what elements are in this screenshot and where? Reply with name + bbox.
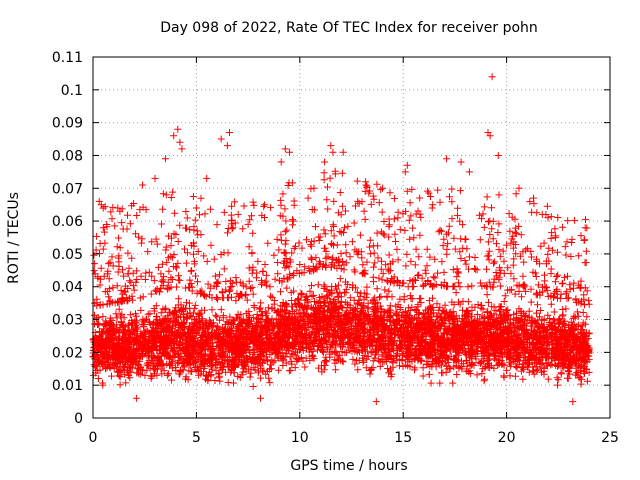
x-tick-label: 15 [394,430,412,446]
x-axis-label: GPS time / hours [290,458,407,474]
x-tick-label: 10 [291,430,309,446]
plot-frame [92,56,611,419]
y-tick-label: 0.06 [52,214,83,230]
x-tick-label: 5 [192,430,201,446]
x-tick-label: 25 [601,430,619,446]
data-points [89,73,593,406]
chart-title: Day 098 of 2022, Rate Of TEC Index for r… [160,20,538,36]
y-tick-label: 0.09 [52,116,83,132]
y-tick-label: 0.01 [52,378,83,394]
roti-series-points [89,73,593,406]
x-tick-label: 0 [89,430,98,446]
y-tick-label: 0 [74,411,83,427]
y-tick-label: 0.03 [52,313,83,329]
x-tick-label: 20 [498,430,516,446]
y-tick-label: 0.07 [52,181,83,197]
y-tick-label: 0.04 [52,280,83,296]
y-tick-label: 0.1 [61,83,83,99]
y-tick-label: 0.02 [52,345,83,361]
y-tick-label: 0.11 [52,50,83,66]
y-tick-label: 0.05 [52,247,83,263]
y-axis-label: ROTI / TECUs [6,192,22,284]
axis-ticks: 0 5 10 15 20 25 0 0.01 0.02 0.03 0.04 0.05 0.06 0.07 0… [52,50,619,446]
y-tick-label: 0.08 [52,148,83,164]
